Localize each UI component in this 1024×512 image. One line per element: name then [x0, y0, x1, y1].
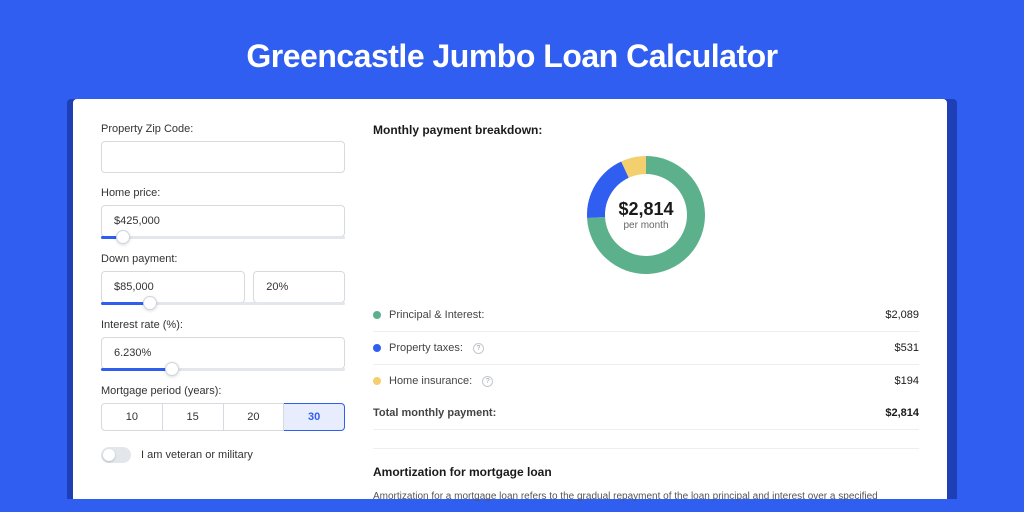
legend-row: Principal & Interest: $2,089: [373, 299, 919, 332]
legend-left: Home insurance:?: [373, 375, 493, 387]
amortization-text: Amortization for a mortgage loan refers …: [373, 489, 919, 504]
legend-label: Home insurance:: [389, 375, 472, 387]
down-payment-slider[interactable]: [101, 302, 345, 305]
amortization-section: Amortization for mortgage loan Amortizat…: [373, 448, 919, 504]
legend-dot: [373, 344, 381, 352]
down-payment-pct-input[interactable]: [253, 271, 345, 303]
period-btn-10[interactable]: 10: [101, 403, 163, 431]
veteran-label: I am veteran or military: [141, 449, 253, 461]
donut-wrap: $2,814 per month: [373, 151, 919, 279]
veteran-row: I am veteran or military: [101, 447, 345, 463]
breakdown-title: Monthly payment breakdown:: [373, 123, 919, 137]
zip-input[interactable]: [101, 141, 345, 173]
legend-label: Principal & Interest:: [389, 309, 484, 321]
zip-group: Property Zip Code:: [101, 123, 345, 173]
mortgage-period-label: Mortgage period (years):: [101, 385, 345, 397]
legend-dot: [373, 377, 381, 385]
legend-list: Principal & Interest: $2,089 Property taxe…: [373, 299, 919, 397]
home-price-group: Home price:: [101, 187, 345, 239]
page-header: Greencastle Jumbo Loan Calculator: [0, 0, 1024, 99]
total-row: Total monthly payment: $2,814: [373, 397, 919, 430]
legend-value: $2,089: [885, 309, 919, 321]
interest-rate-slider[interactable]: [101, 368, 345, 371]
breakdown-column: Monthly payment breakdown: $2,814 per mo…: [373, 123, 919, 475]
interest-rate-label: Interest rate (%):: [101, 319, 345, 331]
interest-rate-slider-thumb[interactable]: [165, 362, 179, 376]
home-price-slider[interactable]: [101, 236, 345, 239]
mortgage-period-group: Mortgage period (years): 10152030: [101, 385, 345, 431]
card-shadow: Property Zip Code: Home price: Down paym…: [67, 99, 957, 499]
legend-row: Property taxes:? $531: [373, 332, 919, 365]
total-value: $2,814: [885, 407, 919, 419]
period-btn-30[interactable]: 30: [284, 403, 345, 431]
down-payment-row: [101, 271, 345, 303]
donut-center: $2,814 per month: [582, 151, 710, 279]
down-payment-label: Down payment:: [101, 253, 345, 265]
info-icon[interactable]: ?: [473, 343, 484, 354]
mortgage-period-buttons: 10152030: [101, 403, 345, 431]
interest-rate-input[interactable]: [101, 337, 345, 369]
form-column: Property Zip Code: Home price: Down paym…: [101, 123, 345, 475]
amortization-title: Amortization for mortgage loan: [373, 465, 919, 479]
page-title: Greencastle Jumbo Loan Calculator: [0, 38, 1024, 75]
interest-rate-slider-fill: [101, 368, 172, 371]
home-price-input[interactable]: [101, 205, 345, 237]
period-btn-15[interactable]: 15: [163, 403, 224, 431]
down-payment-group: Down payment:: [101, 253, 345, 305]
legend-value: $194: [895, 375, 919, 387]
period-btn-20[interactable]: 20: [224, 403, 285, 431]
legend-row: Home insurance:? $194: [373, 365, 919, 397]
down-payment-slider-thumb[interactable]: [143, 296, 157, 310]
home-price-slider-thumb[interactable]: [116, 230, 130, 244]
donut-sub: per month: [623, 220, 668, 231]
zip-label: Property Zip Code:: [101, 123, 345, 135]
legend-value: $531: [895, 342, 919, 354]
legend-left: Property taxes:?: [373, 342, 484, 354]
total-label: Total monthly payment:: [373, 407, 496, 419]
veteran-toggle[interactable]: [101, 447, 131, 463]
legend-left: Principal & Interest:: [373, 309, 484, 321]
legend-label: Property taxes:: [389, 342, 463, 354]
interest-rate-group: Interest rate (%):: [101, 319, 345, 371]
donut-amount: $2,814: [618, 199, 673, 220]
donut-chart: $2,814 per month: [582, 151, 710, 279]
legend-dot: [373, 311, 381, 319]
calculator-card: Property Zip Code: Home price: Down paym…: [73, 99, 947, 499]
home-price-label: Home price:: [101, 187, 345, 199]
info-icon[interactable]: ?: [482, 376, 493, 387]
down-payment-input[interactable]: [101, 271, 245, 303]
